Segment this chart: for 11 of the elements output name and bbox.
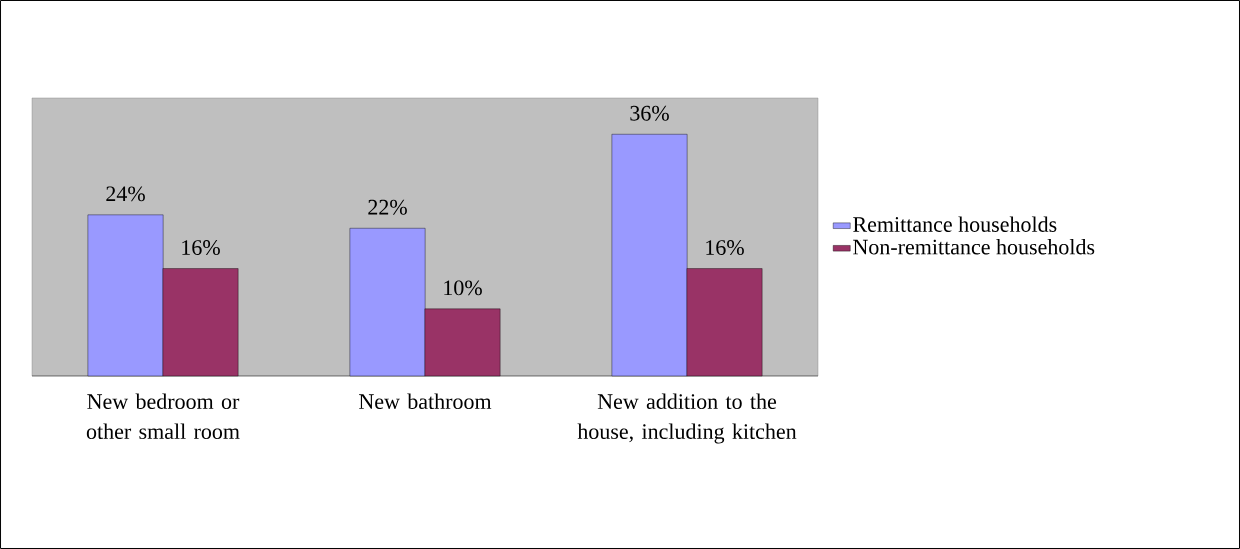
x-tick-label: New bathroom (359, 393, 492, 409)
data-label: 36% (630, 105, 669, 121)
legend-label: Non-remittance households (853, 239, 1095, 255)
data-label: 16% (706, 240, 744, 256)
data-label: 10% (444, 280, 482, 296)
data-label: 22% (368, 199, 407, 215)
legend-label: Remittance households (853, 216, 1057, 232)
data-label: 24% (106, 186, 145, 202)
data-label: 16% (182, 240, 220, 256)
x-tick-label: New addition to the house, including kitchen (577, 393, 797, 444)
x-tick-label: New bedroom or other small room (86, 393, 240, 439)
